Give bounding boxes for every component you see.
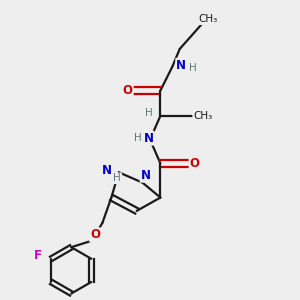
Text: O: O [90, 228, 100, 241]
Text: CH₃: CH₃ [193, 111, 212, 121]
Text: F: F [34, 249, 42, 262]
Text: O: O [123, 84, 133, 97]
Text: N: N [102, 164, 112, 177]
Text: H: H [145, 108, 152, 118]
Text: N: N [176, 59, 186, 72]
Text: O: O [190, 157, 200, 170]
Text: CH₃: CH₃ [198, 14, 218, 24]
Text: H: H [134, 133, 142, 143]
Text: N: N [143, 132, 154, 145]
Text: H: H [189, 63, 196, 73]
Text: H: H [113, 173, 121, 183]
Text: N: N [140, 169, 151, 182]
